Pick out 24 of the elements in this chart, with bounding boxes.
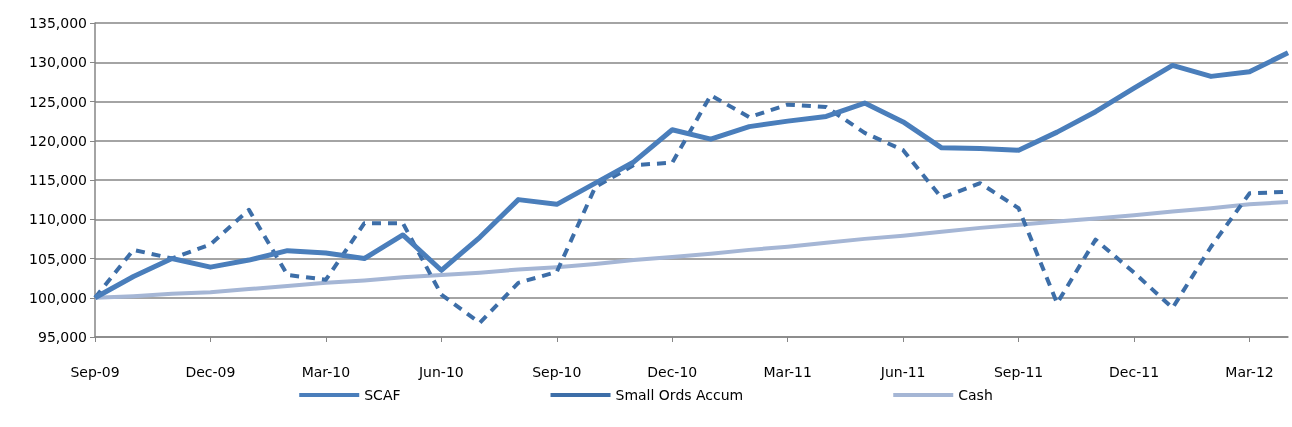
y-tick-label: 120,000	[29, 132, 87, 149]
y-tick-label: 105,000	[29, 250, 87, 267]
line-series	[93, 199, 1290, 300]
legend-label: Cash	[958, 387, 993, 403]
y-tick-label: 100,000	[29, 289, 87, 306]
x-tick-label: Mar-12	[1225, 364, 1274, 380]
x-tick-label: Sep-10	[532, 364, 582, 380]
legend-label: SCAF	[364, 387, 401, 403]
y-tick-label: 125,000	[29, 93, 87, 110]
y-tick-label: 135,000	[29, 15, 87, 31]
y-tick-label: 115,000	[29, 172, 87, 188]
x-tick-label: Sep-11	[993, 364, 1044, 380]
x-tick-label: Jun-11	[879, 364, 926, 380]
x-tick-label: Dec-09	[185, 364, 236, 380]
x-tick-label: Sep-09	[70, 364, 120, 380]
x-tick-label: Mar-11	[763, 364, 812, 380]
x-tick-label: Dec-10	[647, 364, 698, 380]
x-tick-label: Mar-10	[301, 364, 351, 380]
y-tick-label: 130,000	[29, 54, 87, 71]
y-tick-label: 95,000	[38, 329, 87, 345]
x-tick-label: Jun-10	[417, 364, 464, 380]
legend-label: Small Ords Accum	[615, 387, 744, 403]
x-tick-label: Dec-11	[1109, 364, 1160, 380]
y-tick-label: 110,000	[29, 211, 87, 228]
